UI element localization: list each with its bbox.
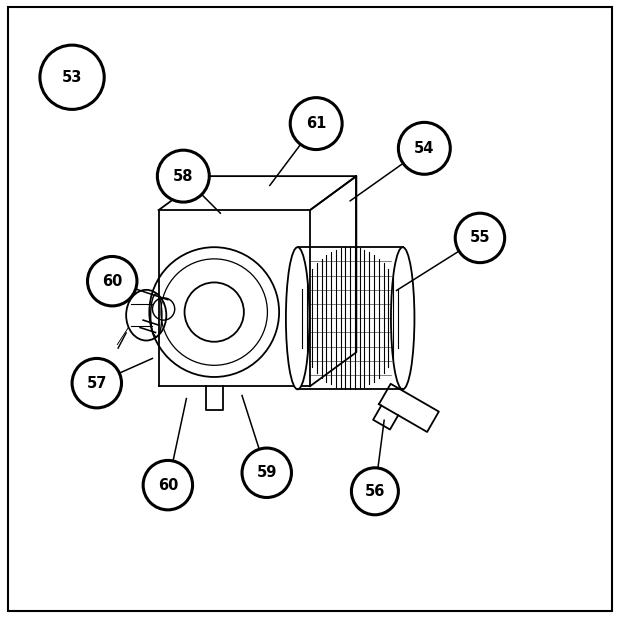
Circle shape (290, 98, 342, 150)
Text: 57: 57 (87, 376, 107, 391)
Text: 55: 55 (470, 231, 490, 245)
Circle shape (242, 448, 291, 497)
Text: 56: 56 (365, 484, 385, 499)
Text: 59: 59 (257, 465, 277, 480)
Circle shape (455, 213, 505, 263)
Circle shape (72, 358, 122, 408)
Text: 61: 61 (306, 116, 326, 131)
Circle shape (352, 468, 399, 515)
Circle shape (399, 122, 450, 174)
Circle shape (87, 256, 137, 306)
Text: 60: 60 (102, 274, 122, 289)
Text: 60: 60 (157, 478, 178, 493)
Circle shape (40, 45, 104, 109)
Text: 54: 54 (414, 141, 435, 156)
Circle shape (157, 150, 210, 202)
Ellipse shape (286, 247, 309, 389)
Text: 58: 58 (173, 169, 193, 184)
Circle shape (143, 460, 193, 510)
Text: 53: 53 (62, 70, 82, 85)
